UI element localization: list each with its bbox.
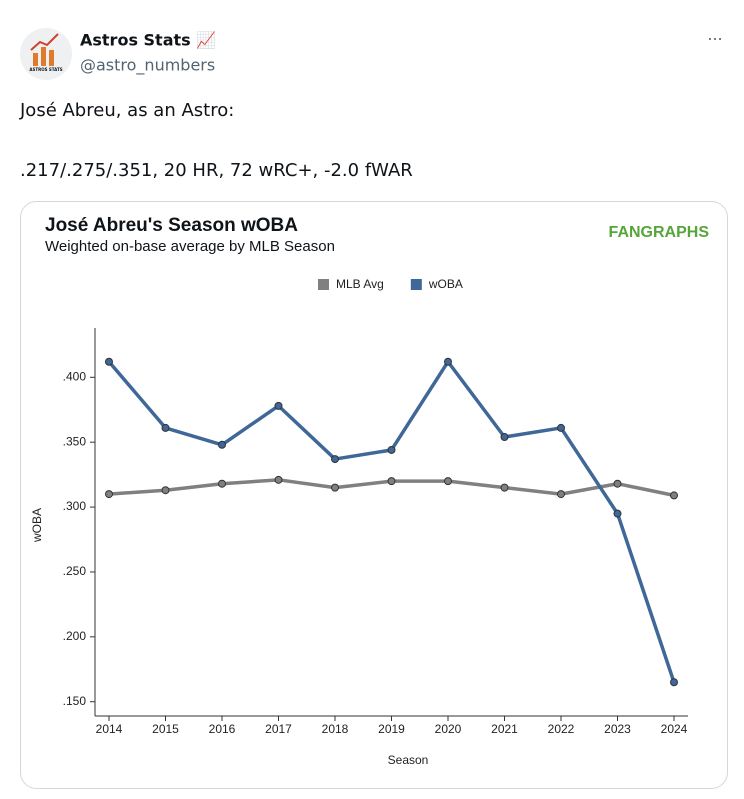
x-tick-label: 2020 — [435, 722, 462, 736]
y-tick-label: .200 — [63, 629, 87, 643]
x-tick-label: 2019 — [378, 722, 405, 736]
more-button[interactable]: ··· — [707, 30, 722, 49]
chart-title: José Abreu's Season wOBA — [45, 215, 298, 236]
y-axis-label: wOBA — [30, 508, 44, 543]
tweet-text: .217/.275/.351, 20 HR, 72 wRC+, -2.0 fWA… — [20, 160, 413, 181]
data-point — [161, 486, 170, 495]
x-tick-label: 2021 — [491, 722, 518, 736]
data-point — [274, 475, 283, 484]
user-name[interactable]: Astros Stats 📈 — [80, 31, 216, 50]
x-axis-label: Season — [388, 753, 429, 767]
legend-swatch — [410, 279, 422, 290]
data-point — [613, 479, 622, 488]
data-point — [444, 477, 452, 486]
data-point — [218, 479, 226, 488]
avatar-icon — [41, 47, 46, 66]
tweet-text: José Abreu, as an Astro: — [19, 100, 234, 121]
y-tick-label: .250 — [63, 564, 87, 578]
data-point — [557, 423, 565, 432]
data-point — [500, 483, 509, 492]
y-tick-label: .150 — [63, 694, 87, 708]
y-tick-label: .350 — [63, 434, 87, 448]
data-point — [218, 440, 226, 449]
chart-subtitle: Weighted on-base average by MLB Season — [45, 238, 335, 255]
data-point — [387, 445, 396, 454]
legend-label: MLB Avg — [336, 277, 384, 291]
data-point — [274, 401, 283, 410]
user-handle[interactable]: @astro_numbers — [80, 56, 215, 76]
x-tick-label: 2015 — [152, 722, 179, 736]
x-tick-label: 2024 — [661, 722, 688, 736]
data-point — [105, 357, 113, 366]
data-point — [161, 423, 170, 432]
data-point — [500, 433, 509, 442]
x-tick-label: 2017 — [265, 722, 292, 736]
data-point — [444, 357, 452, 366]
avatar-icon — [33, 53, 38, 66]
legend-swatch — [318, 279, 329, 290]
media-card[interactable] — [20, 201, 728, 789]
data-point — [557, 490, 565, 499]
data-point — [670, 678, 678, 687]
data-point — [105, 490, 113, 499]
y-tick-label: .300 — [63, 499, 87, 513]
x-tick-label: 2016 — [209, 722, 236, 736]
y-tick-label: .400 — [63, 369, 87, 383]
avatar-icon — [30, 33, 59, 51]
avatar-text: ASTROS STATS — [29, 67, 62, 72]
x-tick-label: 2022 — [548, 722, 575, 736]
avatar-icon — [49, 50, 54, 66]
data-point — [331, 455, 339, 464]
data-point — [670, 491, 678, 500]
logo: FANGRAPHS — [609, 224, 710, 241]
x-tick-label: 2014 — [96, 722, 123, 736]
x-tick-label: 2023 — [604, 722, 631, 736]
data-point — [387, 477, 396, 486]
legend-label: wOBA — [428, 277, 463, 291]
data-point — [613, 509, 622, 518]
x-tick-label: 2018 — [322, 722, 349, 736]
data-point — [331, 483, 339, 492]
